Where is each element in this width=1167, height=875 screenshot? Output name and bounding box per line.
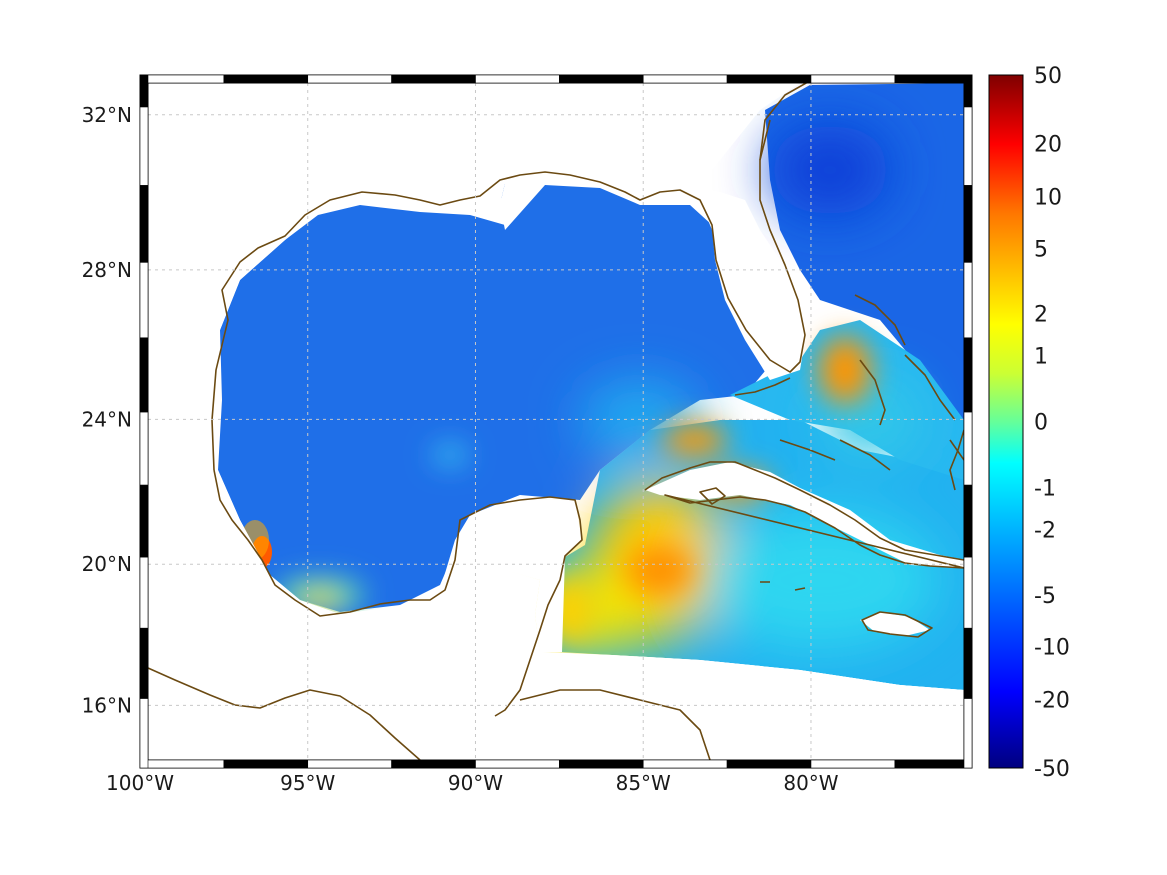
coastline-cayman bbox=[760, 581, 806, 591]
longitude-tick-label: 100°W bbox=[106, 771, 174, 795]
frame-segment-bottom bbox=[726, 759, 812, 769]
land-cuba bbox=[645, 462, 964, 568]
frame-segment-bottom bbox=[475, 759, 560, 769]
coastline-central-america bbox=[148, 667, 421, 760]
coastline-honduras bbox=[519, 689, 711, 760]
field-dark-atlantic bbox=[770, 125, 890, 215]
frame-segment-right bbox=[963, 484, 973, 558]
frame-segment-top bbox=[391, 74, 476, 84]
frame-segment-left bbox=[139, 261, 149, 339]
frame-segment-left bbox=[139, 106, 149, 186]
frame-segment-right bbox=[963, 74, 973, 108]
coastlines bbox=[148, 83, 964, 760]
frame-segment-top bbox=[894, 74, 973, 84]
frame-segment-bottom bbox=[894, 759, 973, 769]
coastline-bahamas bbox=[779, 294, 964, 471]
anomaly-field bbox=[148, 83, 964, 760]
frame-segment-bottom bbox=[810, 759, 896, 769]
frame-segment-right bbox=[963, 411, 973, 486]
colorbar-ramp bbox=[988, 74, 1024, 769]
frame-segment-left bbox=[139, 185, 149, 263]
coastline-jamaica bbox=[861, 611, 933, 638]
field-orange-cuba-west bbox=[663, 424, 727, 456]
colorbar-tick-label: -10 bbox=[1034, 636, 1070, 661]
colorbar-tick-label: -50 bbox=[1034, 757, 1070, 782]
frame-segment-top bbox=[810, 74, 896, 84]
colorbar-tick-label: 10 bbox=[1034, 185, 1062, 210]
frame-segment-left bbox=[139, 411, 149, 486]
frame-segment-top bbox=[726, 74, 812, 84]
colorbar-tick-label: 50 bbox=[1034, 64, 1062, 89]
colorbar-tick-label: 0 bbox=[1034, 411, 1048, 436]
field-orange-caribbean-center bbox=[626, 544, 694, 596]
frame-segment-bottom bbox=[642, 759, 728, 769]
colorbar-tick-label: -20 bbox=[1034, 688, 1070, 713]
land-north-coast bbox=[148, 83, 800, 420]
longitude-labels: 100°W 95°W 90°W 85°W 80°W bbox=[106, 771, 839, 795]
frame-segment-bottom bbox=[223, 759, 309, 769]
colorbar-tick-label: 5 bbox=[1034, 237, 1048, 262]
frame-segment-top bbox=[307, 74, 392, 84]
frame-segment-right bbox=[963, 106, 973, 186]
colorbar-tick-label: 1 bbox=[1034, 345, 1048, 370]
frame-segment-right bbox=[963, 556, 973, 629]
frame-segment-left bbox=[139, 556, 149, 629]
field-orange-andros bbox=[819, 336, 871, 404]
latitude-tick-label: 28°N bbox=[82, 258, 132, 282]
frame-segment-left bbox=[139, 74, 149, 108]
frame-segment-top bbox=[559, 74, 644, 84]
coastline-cuba bbox=[644, 461, 964, 569]
latitude-tick-label: 16°N bbox=[82, 693, 132, 717]
land-jamaica bbox=[860, 612, 930, 636]
map-frame bbox=[139, 74, 973, 769]
latitude-labels: 32°N 28°N 24°N 20°N 16°N bbox=[82, 103, 132, 718]
coastline-isla-juventud bbox=[699, 487, 726, 505]
frame-segment-bottom bbox=[307, 759, 392, 769]
frame-segment-top bbox=[139, 74, 225, 84]
coastline-hispaniola bbox=[949, 429, 964, 491]
graticule bbox=[148, 83, 964, 760]
latitude-tick-label: 24°N bbox=[82, 407, 132, 431]
frame-segment-top bbox=[475, 74, 560, 84]
longitude-tick-label: 95°W bbox=[280, 771, 335, 795]
frame-segment-bottom bbox=[391, 759, 476, 769]
frame-segment-right bbox=[963, 627, 973, 699]
frame-segment-top bbox=[642, 74, 728, 84]
colorbar-tick-label: -1 bbox=[1034, 476, 1056, 501]
frame-segment-right bbox=[963, 698, 973, 769]
no-data-south bbox=[540, 652, 964, 760]
frame-segment-bottom bbox=[559, 759, 644, 769]
field-cyan-texas-bay bbox=[432, 445, 468, 465]
coastline-georgia bbox=[759, 119, 771, 161]
frame-segment-left bbox=[139, 627, 149, 699]
land-florida bbox=[712, 192, 805, 380]
frame-segment-left bbox=[139, 698, 149, 769]
longitude-tick-label: 80°W bbox=[783, 771, 838, 795]
colorbar-tick-label: -2 bbox=[1034, 519, 1056, 544]
coastline-keys bbox=[734, 377, 791, 396]
field-gulf-basin bbox=[218, 178, 770, 612]
colorbar-tick-label: 20 bbox=[1034, 133, 1062, 158]
coastline-mexico-east bbox=[213, 469, 583, 717]
frame-segment-left bbox=[139, 484, 149, 558]
colorbar-tick-label: -5 bbox=[1034, 584, 1056, 609]
frame-segment-right bbox=[963, 337, 973, 413]
longitude-tick-label: 90°W bbox=[448, 771, 503, 795]
latitude-tick-label: 32°N bbox=[82, 103, 132, 127]
frame-segment-top bbox=[223, 74, 309, 84]
colorbar-tick-label: 2 bbox=[1034, 302, 1048, 327]
frame-segment-right bbox=[963, 185, 973, 263]
frame-segment-right bbox=[963, 261, 973, 339]
frame-segment-bottom bbox=[139, 759, 225, 769]
coastline-gulf-north bbox=[211, 83, 808, 471]
longitude-tick-label: 85°W bbox=[616, 771, 671, 795]
latitude-tick-label: 20°N bbox=[82, 552, 132, 576]
frame-segment-left bbox=[139, 337, 149, 413]
